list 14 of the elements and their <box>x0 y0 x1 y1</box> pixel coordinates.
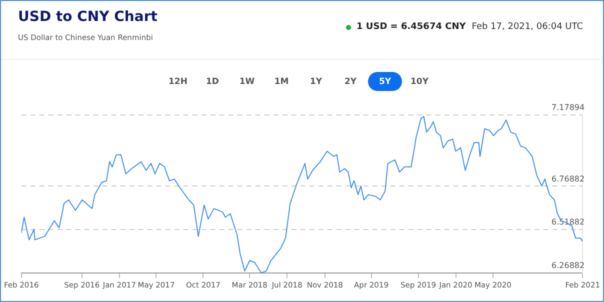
text: 1Y <box>308 76 324 88</box>
text: 1M <box>273 76 290 88</box>
text: 2Y <box>343 76 358 88</box>
chart-title: USD to CNY Chart <box>18 9 158 25</box>
text: 5Y <box>368 72 402 91</box>
y-tick-label: 6.76882 <box>552 174 585 184</box>
y-tick-label: 6.26882 <box>552 261 585 270</box>
text: 12H <box>168 76 188 88</box>
text: 1W <box>238 76 256 88</box>
text: 1D <box>205 76 220 88</box>
y-tick-label: 7.17894 <box>552 103 585 112</box>
text: 1 USD = 6.45674 CNY <box>356 22 466 32</box>
text: 10Y <box>410 76 430 88</box>
text: Feb 17, 2021, 06:04 UTC <box>472 22 583 32</box>
